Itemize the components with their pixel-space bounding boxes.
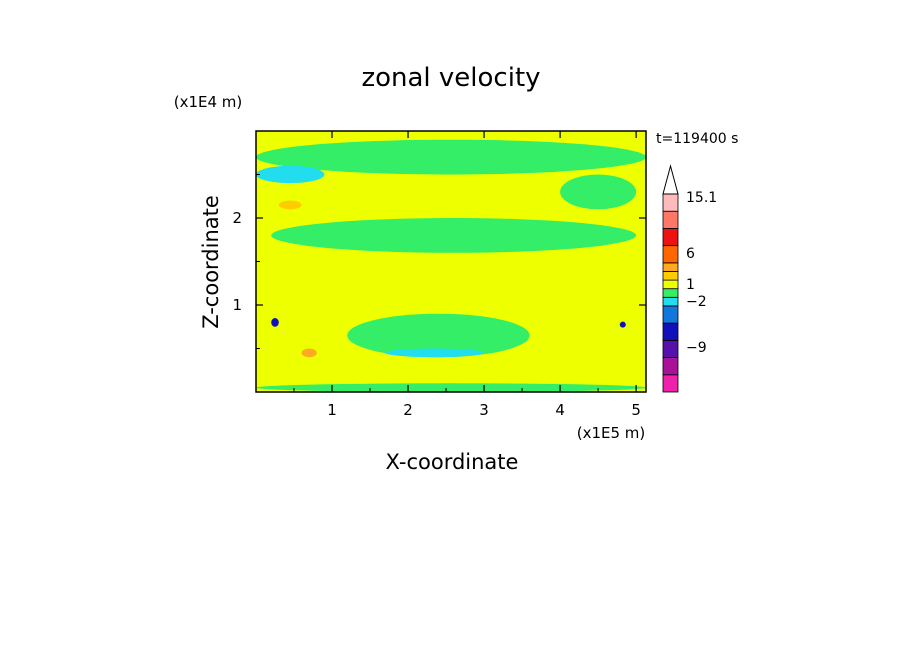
y-tick-label: 1 — [232, 296, 242, 314]
colorbar-label: −9 — [686, 340, 707, 356]
colorbar-bin-13 — [662, 193, 679, 212]
colorbar-bin-6 — [662, 288, 679, 298]
colorbar-bin-3 — [662, 322, 679, 341]
x-tick-label: 4 — [555, 401, 565, 419]
colorbar-bin-4 — [662, 305, 679, 324]
field-region-2 — [560, 174, 637, 210]
field-region-0 — [256, 139, 646, 175]
y-axis: 12 — [232, 174, 646, 349]
x-tick-label: 2 — [403, 401, 413, 419]
x-tick-label: 3 — [479, 401, 489, 419]
colorbar-bin-0 — [662, 374, 679, 393]
colorbar-bin-5 — [662, 296, 679, 307]
y-tick-label: 2 — [232, 209, 242, 227]
y-unit-label: (x1E4 m) — [174, 93, 243, 111]
chart-title: zonal velocity — [361, 63, 540, 93]
field-regions — [256, 139, 646, 392]
colorbar-bin-11 — [662, 228, 679, 247]
field-region-5 — [385, 348, 485, 358]
x-axis: 1 2 3 4 5 — [293, 131, 641, 419]
colorbar-bin-12 — [662, 210, 679, 229]
colorbar-label: 15.1 — [686, 190, 717, 206]
colorbar-bin-1 — [662, 357, 679, 376]
y-axis-label: Z-coordinate — [199, 195, 223, 329]
colorbar-label: −2 — [686, 294, 707, 310]
field-region-6 — [256, 383, 646, 392]
plot-area — [256, 131, 646, 392]
x-tick-label: 1 — [327, 401, 337, 419]
colorbar-extend-arrow — [662, 164, 679, 195]
colorbar-label: 6 — [686, 246, 695, 262]
colorbar-bin-2 — [662, 339, 679, 358]
field-region-10 — [278, 200, 302, 210]
time-label: t=119400 s — [656, 131, 738, 147]
colorbar-label: 1 — [686, 277, 695, 293]
x-axis-label: X-coordinate — [386, 450, 519, 474]
colorbar: 15.1 6 1−2 −9 — [662, 164, 717, 393]
colorbar-bin-8 — [662, 271, 679, 281]
colorbar-bin-7 — [662, 279, 679, 290]
field-region-8 — [619, 321, 626, 328]
field-region-3 — [271, 218, 637, 253]
x-tick-label: 5 — [631, 401, 641, 419]
field-region-7 — [271, 318, 279, 327]
field-region-1 — [256, 165, 325, 184]
field-region-4 — [347, 313, 530, 358]
colorbar-bin-9 — [662, 262, 679, 272]
field-region-9 — [301, 348, 317, 358]
colorbar-bin-10 — [662, 245, 679, 264]
x-unit-label: (x1E5 m) — [577, 424, 646, 442]
